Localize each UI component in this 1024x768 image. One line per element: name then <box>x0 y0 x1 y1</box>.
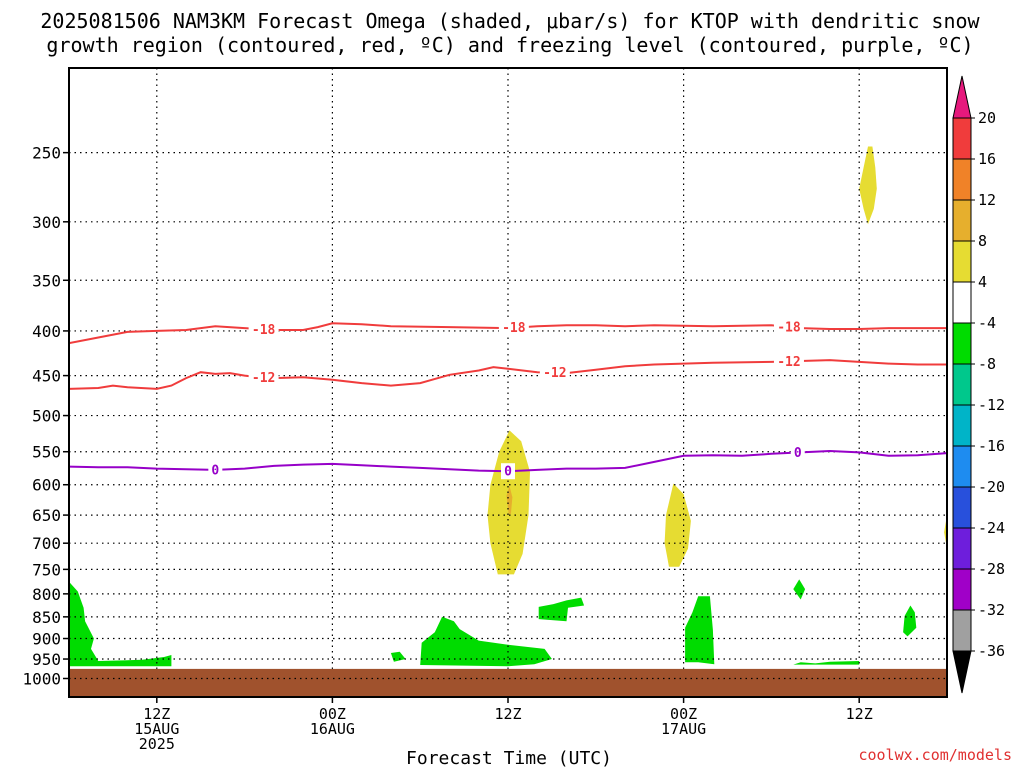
x-axis-label: Forecast Time (UTC) <box>406 748 612 768</box>
x-tick-label: 12Z <box>494 705 521 723</box>
plot-area: -18 -18 -18 -12 -12 -12 0 0 0 <box>68 67 948 698</box>
omega-region <box>390 651 406 662</box>
y-tick-label: 300 <box>32 213 61 232</box>
colorbar-label: -24 <box>978 519 1005 537</box>
colorbar-label: 4 <box>978 273 987 291</box>
contour-label-bg <box>501 463 515 480</box>
contour-label: -12 <box>543 366 566 381</box>
contour-label-bg <box>498 319 529 336</box>
colorbar-label: -36 <box>978 642 1005 660</box>
y-tick-label: 800 <box>32 585 61 604</box>
omega-region <box>420 616 552 667</box>
colorbar-band <box>952 322 972 365</box>
colorbar-label: -20 <box>978 478 1005 496</box>
contour-label-bg <box>790 444 805 461</box>
x-tick-label: 12Z <box>143 705 170 723</box>
colorbar-band <box>952 445 972 488</box>
colorbar-band <box>952 486 972 529</box>
x-tick-label: 15AUG <box>134 720 179 738</box>
y-tick-label: 950 <box>32 650 61 669</box>
ground-surface <box>69 668 947 697</box>
colorbar-over-arrow <box>952 75 972 119</box>
colorbar-label: -28 <box>978 560 1005 578</box>
x-tick-label: 17AUG <box>661 720 706 738</box>
y-tick-label: 550 <box>32 443 61 462</box>
y-tick-label: 750 <box>32 560 61 579</box>
colorbar-label: -32 <box>978 601 1005 619</box>
omega-region <box>664 483 691 567</box>
contour-label-bg <box>773 318 804 335</box>
contour-label: -12 <box>777 355 800 370</box>
x-tick-label: 00Z <box>670 705 697 723</box>
colorbar-band <box>952 281 972 324</box>
colorbar-label: 16 <box>978 150 996 168</box>
y-tick-label: 650 <box>32 506 61 525</box>
colorbar-label: -12 <box>978 396 1005 414</box>
contour-line <box>69 322 947 345</box>
contour-lines: -18 -18 -18 -12 -12 -12 0 0 0 <box>69 318 947 480</box>
chart-title-line-1: 2025081506 NAM3KM Forecast Omega (shaded… <box>40 9 980 33</box>
x-tick-label: 16AUG <box>310 720 355 738</box>
colorbar-band <box>952 404 972 447</box>
contour-label: -12 <box>252 371 275 386</box>
y-tick-label: 500 <box>32 407 61 426</box>
colorbar-band <box>952 199 972 242</box>
colorbar-band <box>952 363 972 406</box>
contour-line <box>69 359 947 390</box>
y-tick-label: 600 <box>32 476 61 495</box>
contour-label-bg <box>539 364 570 381</box>
omega-region <box>685 596 715 665</box>
colorbar-label: -8 <box>978 355 996 373</box>
colorbar-band <box>952 609 972 652</box>
x-tick-label: 00Z <box>319 705 346 723</box>
grid-lines <box>69 68 947 680</box>
y-tick-label: 350 <box>32 271 61 290</box>
y-tick-label: 700 <box>32 534 61 553</box>
omega-region <box>793 579 806 600</box>
y-tick-label: 900 <box>32 630 61 649</box>
contour-label: 0 <box>211 463 219 478</box>
colorbar-under-arrow <box>952 650 972 694</box>
contour-label-bg <box>208 461 223 478</box>
chart-title-line-2: growth region (contoured, red, ºC) and f… <box>46 33 973 57</box>
colorbar-band <box>952 158 972 201</box>
y-tick-label: 400 <box>32 322 61 341</box>
colorbar-band <box>952 568 972 611</box>
omega-region <box>859 146 877 225</box>
y-tick-label: 250 <box>32 144 61 163</box>
y-tick-label: 450 <box>32 367 61 386</box>
colorbar-band <box>952 527 972 570</box>
contour-label-bg <box>248 369 279 386</box>
pressure-axis: 250 300 350 400 450 500 550 600 650 700 750 800 850 9… <box>22 144 69 688</box>
contour-label: 0 <box>794 446 802 461</box>
y-tick-label: 850 <box>32 608 61 627</box>
colorbar: 20 16 12 8 4 -4 -8 -12 -16 -20 -24 -28 -32 -36 <box>952 75 1005 694</box>
omega-region <box>69 581 172 667</box>
contour-label: -18 <box>777 320 801 335</box>
contour-label: -18 <box>502 321 526 336</box>
colorbar-band <box>952 240 972 283</box>
contour-label: 0 <box>504 465 512 480</box>
x-tick-label: 12Z <box>846 705 873 723</box>
colorbar-label: 12 <box>978 191 996 209</box>
contour-label-bg <box>773 353 804 370</box>
omega-region <box>793 661 860 665</box>
colorbar-label: 8 <box>978 232 987 250</box>
contour-label: -18 <box>252 323 276 338</box>
colorbar-label: -16 <box>978 437 1005 455</box>
colorbar-band <box>952 117 972 160</box>
colorbar-label: 20 <box>978 109 996 127</box>
y-tick-label: 1000 <box>22 669 61 688</box>
shaded-omega-regions <box>69 146 947 667</box>
x-tick-label: 2025 <box>139 735 175 753</box>
contour-label-bg <box>248 321 279 338</box>
colorbar-label: -4 <box>978 314 996 332</box>
omega-region <box>538 597 585 622</box>
credit-text: coolwx.com/models <box>858 746 1012 764</box>
omega-region <box>903 605 917 637</box>
